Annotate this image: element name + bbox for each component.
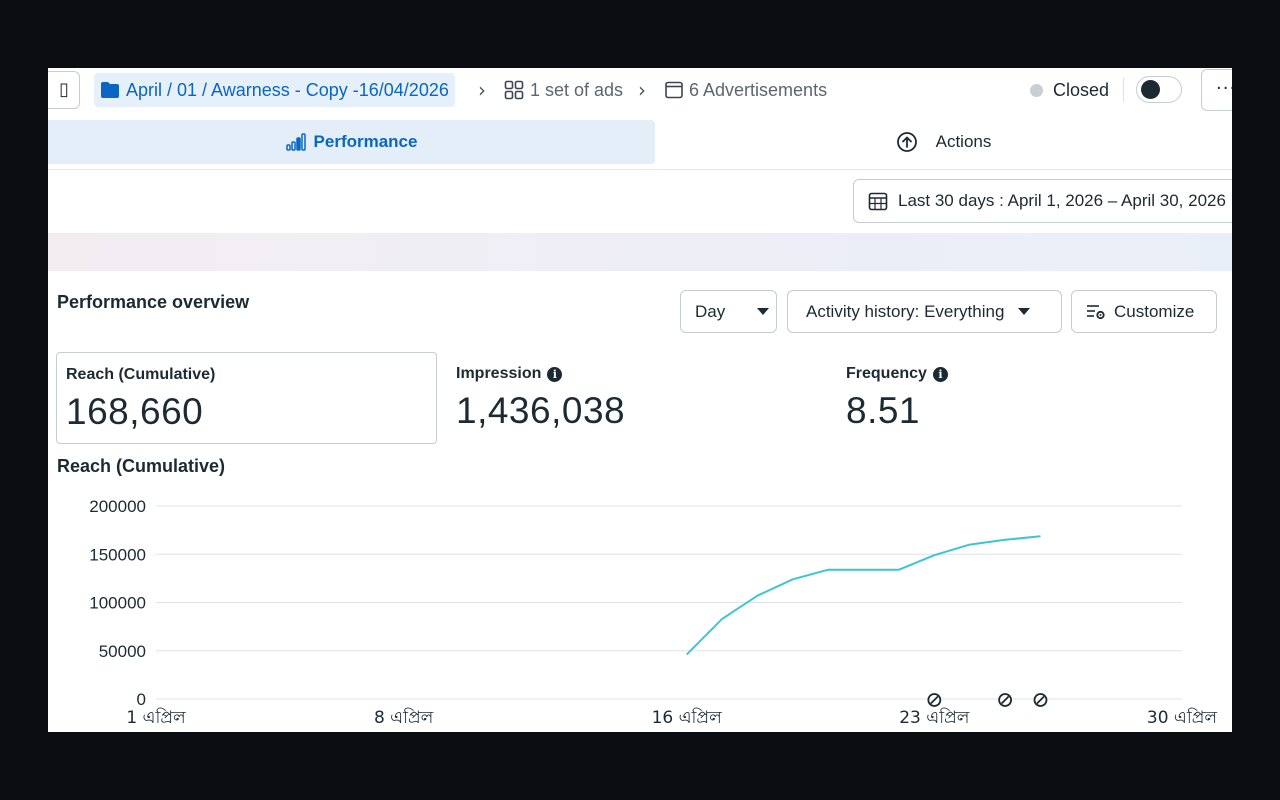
activity-history-select[interactable]: Activity history: Everything (787, 290, 1062, 333)
toggle-knob (1141, 80, 1160, 99)
time-breakdown-value: Day (695, 301, 726, 321)
caret-down-icon (1018, 308, 1031, 315)
reach-label-text: Reach (Cumulative) (66, 366, 216, 383)
event-marker-slash (1036, 695, 1045, 705)
collapse-button[interactable]: ▯ (48, 71, 80, 109)
tab-bar: Performance Actions (48, 120, 1232, 170)
arrow-up-circle-icon (896, 132, 917, 152)
bar-chart-icon (285, 133, 306, 151)
date-range-picker[interactable]: Last 30 days : April 1, 2026 – April 30,… (853, 179, 1232, 223)
customize-button[interactable]: Customize (1071, 290, 1217, 333)
impression-label: Impression i (456, 365, 563, 383)
grid-icon (504, 80, 524, 100)
time-breakdown-select[interactable]: Day (680, 290, 777, 333)
delivery-status: Closed (1030, 73, 1109, 107)
chevron-right-icon: › (638, 78, 646, 102)
reach-line-chart: 0 50000 100000 150000 200000 1 এপ্রিল 8 এপ্রিল… (89, 497, 1218, 728)
series-line (685, 535, 1041, 656)
activity-history-value: Activity history: Everything (806, 301, 1005, 321)
divider (1123, 78, 1124, 102)
breadcrumb-campaign[interactable]: April / 01 / Awarness - Copy -16/04/2026 (94, 73, 455, 107)
panel-icon: ▯ (59, 79, 69, 100)
frequency-label: Frequency i (846, 365, 948, 383)
y-tick-label: 50000 (99, 642, 146, 661)
x-tick-label: 8 এপ্রিল (374, 707, 434, 728)
chart-title: Reach (Cumulative) (57, 456, 226, 476)
x-tick-label: 23 এপ্রিল (899, 707, 970, 728)
y-tick-label: 100000 (89, 594, 146, 613)
x-tick-label: 30 এপ্রিল (1147, 707, 1218, 728)
ad-sets-label: 1 set of ads (530, 79, 624, 100)
tab-performance-label: Performance (313, 132, 418, 151)
tab-actions-label: Actions (935, 132, 992, 151)
info-icon[interactable]: i (547, 366, 563, 382)
chevron-right-icon: › (478, 78, 486, 102)
ads-manager-window: ▯ April / 01 / Awarness - Copy -16/04/20… (48, 68, 1232, 732)
customize-label: Customize (1114, 301, 1195, 321)
top-bar: ▯ April / 01 / Awarness - Copy -16/04/20… (48, 68, 1232, 112)
overview-title: Performance overview (57, 292, 250, 312)
status-label: Closed (1053, 79, 1110, 100)
tab-actions[interactable]: Actions (655, 120, 1232, 164)
frequency-value: 8.51 (846, 390, 921, 431)
y-tick-label: 200000 (89, 497, 146, 516)
impression-value: 1,436,038 (456, 390, 626, 431)
metric-card-frequency[interactable]: Frequency i 8.51 (837, 352, 1218, 444)
frequency-label-text: Frequency (846, 365, 927, 382)
breadcrumb-ad-sets[interactable]: 1 set of ads (504, 73, 623, 107)
y-tick-label: 0 (137, 690, 146, 709)
date-range-label: Last 30 days : April 1, 2026 – April 30,… (898, 191, 1226, 210)
event-marker-slash (930, 695, 939, 705)
more-icon: ··· (1216, 78, 1232, 99)
more-options-button[interactable]: ··· (1201, 69, 1232, 111)
settings-list-icon (1087, 304, 1105, 319)
breadcrumb-ads[interactable]: 6 Advertisements (665, 73, 827, 107)
ads-label: 6 Advertisements (689, 79, 828, 100)
metric-card-impression[interactable]: Impression i 1,436,038 (447, 352, 828, 444)
info-icon[interactable]: i (932, 366, 948, 382)
status-dot-icon (1030, 83, 1043, 97)
folder-icon (101, 82, 119, 98)
impression-label-text: Impression (456, 365, 542, 382)
metric-card-reach[interactable]: Reach (Cumulative) 168,660 (56, 352, 437, 444)
reach-label: Reach (Cumulative) (66, 366, 215, 384)
x-tick-label: 16 এপ্রিল (652, 707, 723, 728)
calendar-icon (868, 192, 888, 211)
reach-value: 168,660 (66, 391, 204, 432)
caret-down-icon (757, 308, 770, 315)
campaign-name: April / 01 / Awarness - Copy -16/04/2026 (126, 79, 449, 100)
ad-window-icon (665, 81, 683, 99)
event-marker-slash (1000, 695, 1010, 705)
x-tick-label: 1 এপ্রিল (126, 707, 186, 728)
campaign-toggle[interactable] (1136, 76, 1182, 103)
tab-performance[interactable]: Performance (48, 120, 655, 164)
y-tick-label: 150000 (89, 545, 146, 564)
loading-banner (48, 233, 1232, 271)
